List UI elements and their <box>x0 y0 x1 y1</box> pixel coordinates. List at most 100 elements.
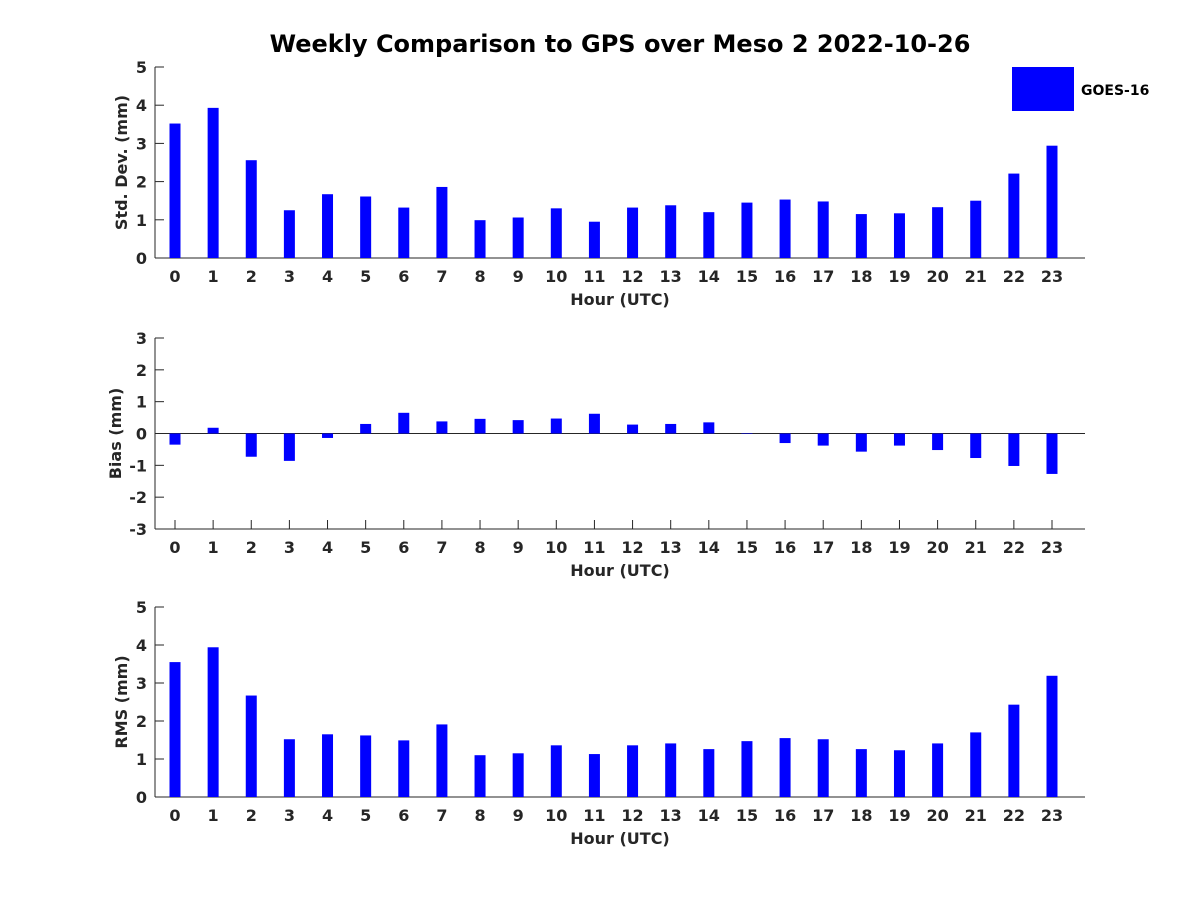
x-tick-label: 12 <box>621 806 643 825</box>
x-tick-label: 9 <box>513 538 524 557</box>
bar-0-12 <box>627 207 639 258</box>
bar-2-1 <box>207 647 219 797</box>
x-tick-label: 11 <box>583 267 605 286</box>
bar-2-17 <box>817 739 829 797</box>
y-tick-label: 5 <box>136 598 147 617</box>
bar-2-22 <box>1008 704 1020 797</box>
bar-1-7 <box>436 421 448 434</box>
y-tick-label: 3 <box>136 674 147 693</box>
bar-2-9 <box>512 753 524 797</box>
x-tick-label: 0 <box>169 806 180 825</box>
bar-0-13 <box>665 205 677 258</box>
bar-1-14 <box>703 422 715 434</box>
x-tick-label: 22 <box>1003 267 1025 286</box>
x-tick-label: 10 <box>545 538 567 557</box>
bar-1-6 <box>398 412 410 434</box>
x-axis-label: Hour (UTC) <box>570 561 670 580</box>
x-tick-label: 3 <box>284 806 295 825</box>
bar-1-9 <box>512 420 524 434</box>
x-tick-label: 7 <box>436 806 447 825</box>
x-tick-label: 16 <box>774 806 796 825</box>
x-tick-label: 8 <box>474 806 485 825</box>
x-axis-label: Hour (UTC) <box>570 829 670 848</box>
bar-0-0 <box>169 123 181 258</box>
bar-0-11 <box>588 221 600 258</box>
bar-2-2 <box>245 695 257 797</box>
y-tick-label: 4 <box>136 636 147 655</box>
y-tick-label: -1 <box>129 456 147 475</box>
bar-0-5 <box>360 196 372 258</box>
bar-1-13 <box>665 423 677 434</box>
x-tick-label: 11 <box>583 806 605 825</box>
x-tick-label: 23 <box>1041 806 1063 825</box>
bar-1-10 <box>550 418 562 434</box>
bar-0-18 <box>855 214 867 258</box>
bar-1-3 <box>283 433 295 461</box>
bar-2-18 <box>855 749 867 797</box>
bar-2-10 <box>550 745 562 797</box>
x-tick-label: 4 <box>322 538 333 557</box>
y-tick-label: 3 <box>136 134 147 153</box>
bar-1-0 <box>169 433 181 445</box>
bar-0-6 <box>398 207 410 258</box>
x-tick-label: 15 <box>736 267 758 286</box>
bar-2-3 <box>283 739 295 797</box>
bar-1-1 <box>207 427 219 434</box>
x-tick-label: 5 <box>360 538 371 557</box>
bar-2-14 <box>703 749 715 797</box>
x-tick-label: 9 <box>513 806 524 825</box>
y-tick-label: 2 <box>136 173 147 192</box>
bar-0-10 <box>550 208 562 258</box>
bar-1-12 <box>627 424 639 434</box>
bar-2-21 <box>970 732 982 797</box>
x-tick-label: 16 <box>774 267 796 286</box>
bar-1-2 <box>245 433 257 457</box>
x-tick-label: 2 <box>246 267 257 286</box>
y-tick-label: 4 <box>136 96 147 115</box>
y-tick-label: -3 <box>129 520 147 539</box>
bar-1-8 <box>474 418 486 434</box>
x-tick-label: 6 <box>398 806 409 825</box>
x-tick-label: 8 <box>474 267 485 286</box>
x-tick-label: 5 <box>360 267 371 286</box>
bar-1-21 <box>970 433 982 459</box>
bar-2-23 <box>1046 675 1058 797</box>
bar-0-15 <box>741 202 753 258</box>
x-axis-label: Hour (UTC) <box>570 290 670 309</box>
bar-2-16 <box>779 738 791 797</box>
y-axis-label: RMS (mm) <box>112 655 131 748</box>
y-tick-label: 0 <box>136 788 147 807</box>
bar-2-8 <box>474 755 486 797</box>
bar-0-1 <box>207 107 219 259</box>
bar-2-0 <box>169 662 181 797</box>
x-tick-label: 6 <box>398 538 409 557</box>
x-tick-label: 0 <box>169 538 180 557</box>
x-tick-label: 13 <box>660 267 682 286</box>
x-tick-label: 12 <box>621 538 643 557</box>
bar-1-15 <box>741 433 753 434</box>
x-tick-label: 3 <box>284 538 295 557</box>
bar-2-19 <box>893 750 905 797</box>
x-tick-label: 21 <box>965 806 987 825</box>
x-tick-label: 4 <box>322 806 333 825</box>
y-tick-label: -2 <box>129 488 147 507</box>
x-tick-label: 13 <box>660 538 682 557</box>
bar-0-9 <box>512 217 524 258</box>
x-tick-label: 6 <box>398 267 409 286</box>
bar-0-21 <box>970 200 982 258</box>
x-tick-label: 20 <box>926 806 948 825</box>
bar-1-18 <box>855 433 867 452</box>
y-tick-label: 1 <box>136 750 147 769</box>
bar-0-7 <box>436 186 448 258</box>
x-tick-label: 16 <box>774 538 796 557</box>
bar-1-17 <box>817 433 829 446</box>
y-tick-label: 1 <box>136 211 147 230</box>
x-tick-label: 12 <box>621 267 643 286</box>
bar-1-5 <box>360 423 372 434</box>
x-tick-label: 15 <box>736 806 758 825</box>
bar-1-23 <box>1046 433 1058 474</box>
x-tick-label: 0 <box>169 267 180 286</box>
x-tick-label: 2 <box>246 806 257 825</box>
